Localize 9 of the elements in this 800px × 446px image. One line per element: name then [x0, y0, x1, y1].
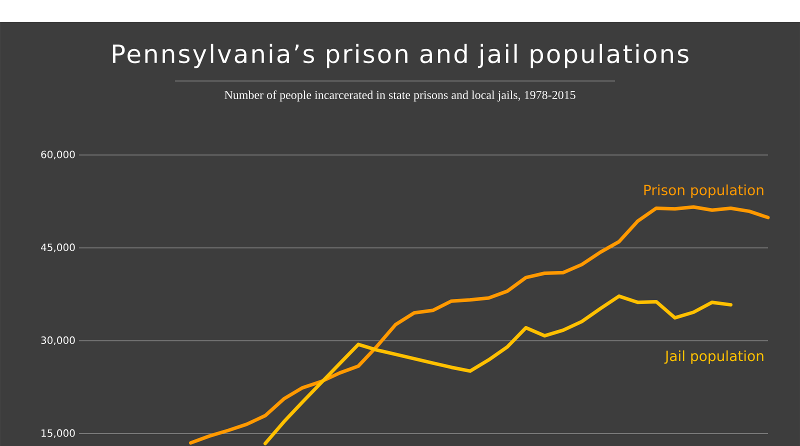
line-series — [188, 205, 770, 445]
y-tick-label: 15,000 — [42, 429, 75, 438]
chart-subtitle: Number of people incarcerated in state prisons and local jails, 1978-2015 — [224, 90, 576, 102]
text: Jail population — [664, 350, 764, 364]
chart-title: Pennsylvania’s prison and jail populations — [112, 44, 688, 68]
y-tick-label: 45,000 — [40, 244, 75, 252]
y-tick-label: 30,000 — [41, 336, 75, 346]
y-tick-label: 60,000 — [41, 150, 75, 160]
series-label: Prison population — [644, 184, 764, 198]
